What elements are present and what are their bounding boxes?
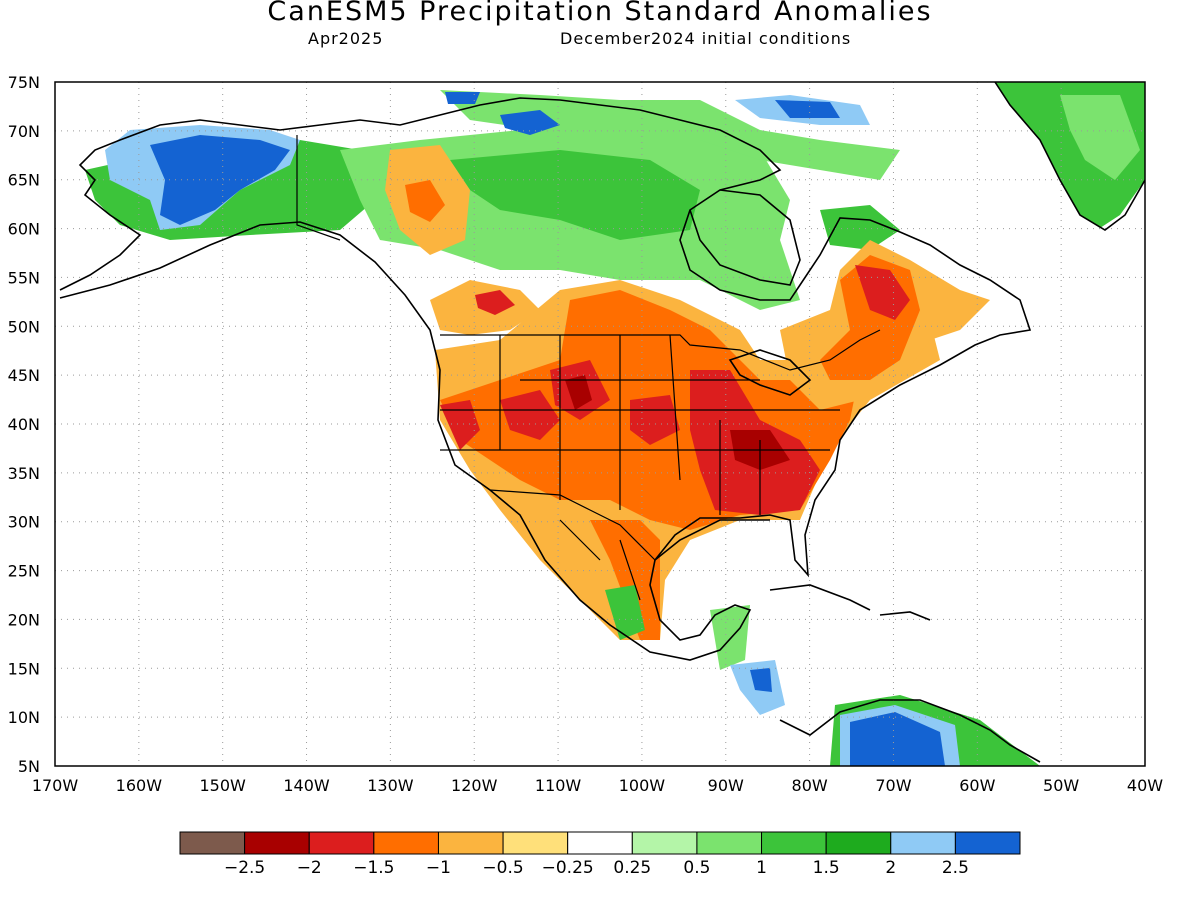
colorbar-swatch — [761, 831, 827, 855]
lon-tick-label: 130W — [367, 776, 414, 795]
longitude-labels: 170W 160W 150W 140W 130W 120W 110W 100W 90W 80W 70… — [32, 776, 1163, 795]
lat-tick-label: 50N — [8, 317, 40, 336]
colorbar-label: −2 — [297, 858, 322, 878]
colorbar-label: −2.5 — [224, 858, 265, 878]
lat-tick-label: 5N — [18, 757, 40, 776]
border-us-canada — [440, 329, 881, 371]
lat-tick-label: 15N — [8, 659, 40, 678]
lat-tick-label: 55N — [8, 268, 40, 287]
colorbar-label: −1 — [426, 858, 451, 878]
anomaly-region — [500, 390, 560, 440]
anomaly-region — [820, 205, 900, 250]
lon-tick-label: 110W — [535, 776, 582, 795]
anomaly-region — [605, 585, 645, 640]
lon-tick-label: 170W — [32, 776, 79, 795]
colorbar-swatch — [696, 831, 763, 855]
colorbar-swatch — [244, 831, 310, 855]
anomaly-region — [775, 100, 840, 118]
lat-tick-label: 30N — [8, 513, 40, 532]
lon-tick-label: 40W — [1127, 776, 1163, 795]
coastline-great-lakes — [728, 349, 812, 396]
lon-tick-label: 160W — [116, 776, 163, 795]
colorbar-swatch — [954, 831, 1021, 855]
colorbar-label: 0.25 — [613, 858, 651, 878]
lon-tick-label: 100W — [619, 776, 666, 795]
anomaly-region — [440, 400, 480, 450]
anomaly-region — [850, 712, 945, 766]
graticule — [55, 82, 1145, 766]
lon-tick-label: 90W — [708, 776, 744, 795]
anomaly-region — [405, 180, 445, 222]
colorbar-swatch — [437, 831, 504, 855]
anomaly-region — [710, 605, 750, 670]
anomaly-region — [855, 265, 910, 320]
anomaly-region — [565, 375, 592, 410]
colorbar-label: 1.5 — [813, 858, 840, 878]
border-alaska-canada — [296, 135, 341, 241]
colorbar: −2.5 −2 −1.5 −1 −0.5 −0.25 0.25 0.5 1 1.5 2 2.5 — [179, 831, 1021, 878]
colorbar-label: 2 — [885, 858, 896, 878]
latitude-labels: 75N 70N 65N 60N 55N 50N 45N 40N 35N 30N 25N 20N 15N 1… — [8, 73, 40, 776]
lat-tick-label: 45N — [8, 366, 40, 385]
colorbar-label: 0.5 — [683, 858, 710, 878]
colorbar-swatch — [890, 831, 956, 855]
anomaly-region — [500, 110, 560, 135]
anomaly-region — [450, 150, 700, 240]
lat-tick-label: 70N — [8, 122, 40, 141]
coastline-gulf — [654, 519, 770, 561]
anomaly-region — [445, 92, 480, 104]
anomaly-region — [750, 668, 772, 692]
anomaly-region — [150, 135, 290, 225]
lat-tick-label: 40N — [8, 415, 40, 434]
lon-tick-label: 60W — [959, 776, 995, 795]
lat-tick-label: 75N — [8, 73, 40, 92]
lat-tick-label: 35N — [8, 464, 40, 483]
anomaly-region — [440, 90, 900, 180]
colorbar-swatch — [179, 831, 246, 855]
border-us-states — [440, 334, 840, 515]
anomaly-region — [590, 520, 660, 640]
lon-tick-label: 80W — [792, 776, 828, 795]
colorbar-swatch — [502, 831, 569, 855]
map-title: CanESM5 Precipitation Standard Anomalies — [267, 0, 933, 27]
colorbar-swatch — [567, 831, 633, 855]
political-borders — [296, 135, 881, 601]
coastline-greenland — [994, 82, 1145, 231]
lon-tick-label: 140W — [283, 776, 330, 795]
colorbar-label: 1 — [756, 858, 767, 878]
colorbar-label: −1.5 — [353, 858, 394, 878]
colorbar-swatch — [631, 831, 698, 855]
plot-frame — [54, 81, 1146, 767]
lon-tick-label: 120W — [451, 776, 498, 795]
colorbar-swatch — [373, 831, 439, 855]
lat-tick-label: 65N — [8, 171, 40, 190]
lat-tick-label: 10N — [8, 708, 40, 727]
lat-tick-label: 60N — [8, 220, 40, 239]
lon-tick-label: 50W — [1043, 776, 1079, 795]
border-us-mexico — [489, 489, 656, 561]
colorbar-label: 2.5 — [942, 858, 969, 878]
lon-tick-label: 70W — [875, 776, 911, 795]
colorbar-label: −0.25 — [542, 858, 594, 878]
colorbar-swatch — [308, 831, 375, 855]
anomaly-region — [1060, 95, 1140, 180]
valid-month-label: Apr2025 — [308, 29, 384, 48]
coastline-north-america — [59, 97, 1032, 661]
colorbar-label: −0.5 — [482, 858, 523, 878]
anomaly-region — [630, 395, 680, 445]
lat-tick-label: 25N — [8, 562, 40, 581]
coastline-hispaniola — [879, 611, 931, 621]
coastline-cuba — [769, 584, 871, 611]
init-conditions-label: December2024 initial conditions — [560, 29, 852, 48]
anomaly-region — [475, 290, 515, 315]
coastlines — [59, 82, 1145, 763]
coastline-south-america — [779, 699, 1041, 763]
border-mexico-states — [559, 519, 641, 601]
lat-tick-label: 20N — [8, 610, 40, 629]
colorbar-swatch — [825, 831, 892, 855]
lon-tick-label: 150W — [200, 776, 247, 795]
coastline-hudson-bay — [689, 189, 801, 286]
